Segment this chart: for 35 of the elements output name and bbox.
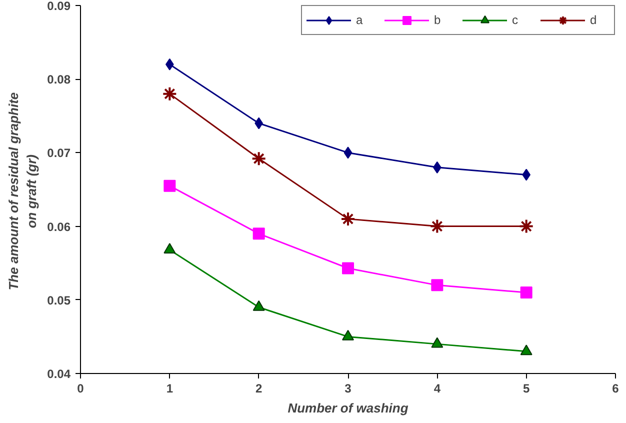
point (251, 151, 266, 166)
x-tick-label: 5 (522, 382, 530, 396)
point (340, 211, 356, 226)
legend-label: d (590, 13, 598, 27)
point (252, 300, 265, 311)
legend-label: a (356, 13, 364, 27)
point (342, 262, 354, 274)
point (344, 146, 352, 159)
point (164, 243, 176, 254)
point (342, 330, 354, 340)
x-tick-label: 4 (434, 382, 441, 396)
point (520, 344, 532, 356)
x-axis-title: Number of washing (288, 400, 408, 416)
y-tick-label: 0.09 (47, 0, 71, 13)
point (162, 86, 178, 102)
y-axis-title: The amount of residual graphite on graft (gr) (6, 92, 40, 290)
point (431, 279, 444, 292)
y-tick-label: 0.05 (47, 293, 71, 308)
x-tick-label: 2 (255, 382, 262, 396)
y-tick-label: 0.04 (47, 367, 71, 381)
y-tick-label: 0.07 (47, 146, 71, 160)
x-tick-label: 6 (612, 382, 620, 396)
point (520, 286, 532, 299)
point (518, 218, 534, 234)
x-tick-label: 0 (77, 382, 84, 396)
point (430, 218, 445, 234)
point (164, 180, 176, 192)
point (431, 337, 444, 348)
y-tick-label: 0.06 (47, 220, 71, 234)
legend-label: c (512, 13, 519, 27)
legend-label: b (434, 13, 442, 27)
point (252, 228, 265, 240)
x-tick-label: 1 (166, 382, 174, 396)
y-tick-label: 0.08 (47, 72, 71, 87)
x-tick-label: 3 (344, 382, 352, 396)
